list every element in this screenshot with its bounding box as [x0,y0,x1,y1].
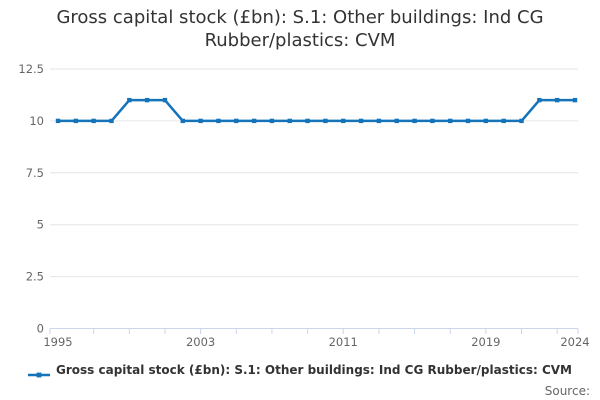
y-axis-tick-label: 2.5 [26,270,44,284]
legend-item[interactable]: Gross capital stock (£bn): S.1: Other bu… [0,363,600,378]
data-point-marker[interactable] [234,118,239,124]
data-point-marker[interactable] [91,118,96,124]
series-line[interactable] [56,98,577,123]
data-point-marker[interactable] [572,97,578,103]
data-point-marker[interactable] [287,118,292,124]
data-point-marker[interactable] [519,118,524,124]
data-point-marker[interactable] [305,118,310,124]
data-point-marker[interactable] [55,118,61,124]
data-point-marker[interactable] [251,118,257,124]
x-axis-tick-label: 2019 [471,335,500,349]
data-point-marker[interactable] [483,118,489,124]
y-axis-tick-label: 10 [29,114,44,128]
x-axis-tick-label: 2003 [186,335,215,349]
data-point-marker[interactable] [448,118,453,124]
data-point-marker[interactable] [109,118,114,124]
data-point-marker[interactable] [554,97,560,103]
chart-title-line2: Rubber/plastics: CVM [204,30,396,51]
data-point-marker[interactable] [341,118,346,124]
data-point-marker[interactable] [465,118,471,124]
data-point-marker[interactable] [162,97,168,103]
data-point-marker[interactable] [501,118,506,124]
y-axis-tick-label: 0 [37,322,44,336]
data-point-marker[interactable] [216,118,221,124]
chart-title-line1: Gross capital stock (£bn): S.1: Other bu… [56,7,544,28]
chart-title: Gross capital stock (£bn): S.1: Other bu… [0,6,600,52]
data-point-marker[interactable] [73,118,79,124]
legend-label: Gross capital stock (£bn): S.1: Other bu… [56,363,572,377]
x-axis-tick-label: 1995 [43,335,72,349]
data-point-marker[interactable] [394,118,399,124]
x-axis-tick-label: 2024 [560,335,589,349]
data-point-marker[interactable] [198,118,203,124]
y-axis-tick-label: 12.5 [18,62,44,76]
data-point-marker[interactable] [269,118,275,124]
y-axis-tick-label: 7.5 [26,166,44,180]
data-point-marker[interactable] [180,118,185,124]
data-point-marker[interactable] [144,97,150,103]
source-label: Source: [544,384,590,398]
data-point-marker[interactable] [358,118,364,124]
data-point-marker[interactable] [537,97,542,103]
data-point-marker[interactable] [412,118,417,124]
x-axis-tick-label: 2011 [329,335,358,349]
data-point-marker[interactable] [430,118,435,124]
data-point-marker[interactable] [127,97,132,103]
legend-line-marker-icon [28,365,51,378]
data-point-marker[interactable] [323,118,328,124]
y-axis-tick-label: 5 [37,218,44,232]
data-point-marker[interactable] [376,118,382,124]
